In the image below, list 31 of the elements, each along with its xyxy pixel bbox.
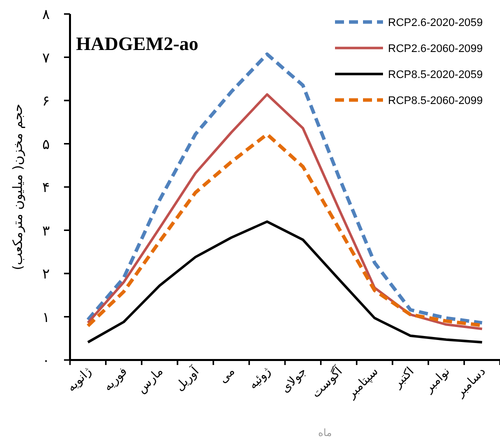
x-axis-title: ماه xyxy=(318,428,332,439)
y-tick-label: ۵ xyxy=(42,136,50,153)
x-tick-label: دسامبر xyxy=(452,364,488,400)
x-tick-label: فوریه xyxy=(100,364,130,394)
y-axis-title: حجم مخزن( میلیون مترمکعب) xyxy=(11,104,26,270)
x-tick-label: اکتبر xyxy=(390,364,417,392)
text: HADGEM2-ao xyxy=(76,34,198,55)
x-tick-label: نوامبر xyxy=(420,364,452,396)
legend-label: RCP8.5-2020-2059 xyxy=(388,69,483,81)
legend-label: RCP2.6-2020-2059 xyxy=(388,17,483,29)
x-tick-label: آوریل xyxy=(172,363,202,394)
x-tick-label: سپتامبر xyxy=(343,364,381,402)
y-tick-label: ۳ xyxy=(42,223,50,240)
y-tick-label: ۲ xyxy=(42,266,50,282)
legend-label: RCP2.6-2060-2099 xyxy=(388,43,483,55)
line-series xyxy=(86,52,484,325)
y-tick-label: ۰ xyxy=(42,353,50,369)
y-tick-label: ۷ xyxy=(42,50,50,66)
x-tick-label: جولای xyxy=(278,364,310,396)
x-tick-label: آگوست xyxy=(308,363,346,400)
legend-label: RCP8.5-2060-2099 xyxy=(388,95,483,107)
line-series xyxy=(86,93,484,330)
y-tick-label: ۴ xyxy=(42,180,50,196)
x-tick-label: مارس xyxy=(134,364,166,396)
x-tick-label: ژوئیه xyxy=(246,364,274,392)
y-tick-label: ۸ xyxy=(42,7,50,23)
line-series xyxy=(86,220,484,344)
y-tick-label: ۶ xyxy=(42,94,50,110)
x-tick-label: می xyxy=(216,364,238,386)
y-tick-label: ۱ xyxy=(42,310,50,326)
x-tick-label: ژانویه xyxy=(64,364,94,394)
